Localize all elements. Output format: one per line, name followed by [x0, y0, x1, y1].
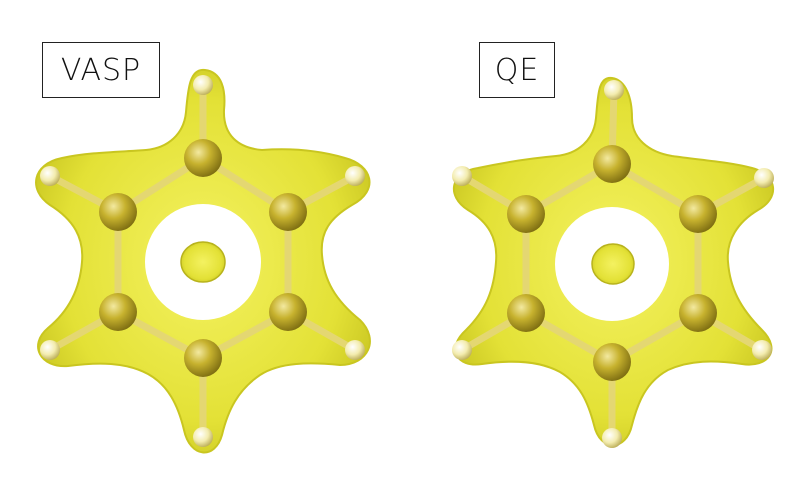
- qe-label: QE: [479, 42, 555, 98]
- vasp-hydrogen-atom: [345, 166, 365, 186]
- vasp-molecule: [35, 68, 371, 454]
- qe-carbon-atom: [679, 294, 717, 332]
- qe-carbon-atom: [507, 294, 545, 332]
- qe-carbon-atom: [507, 195, 545, 233]
- qe-hydrogen-atom: [452, 340, 472, 360]
- qe-carbon-atom: [593, 343, 631, 381]
- qe-hydrogen-atom: [604, 80, 624, 100]
- qe-hydrogen-atom: [752, 340, 772, 360]
- vasp-hydrogen-atom: [40, 166, 60, 186]
- vasp-hydrogen-atom: [40, 340, 60, 360]
- qe-hydrogen-atom: [602, 428, 622, 448]
- qe-molecule: [452, 76, 775, 448]
- qe-center-blob: [591, 243, 635, 285]
- vasp-hydrogen-atom: [193, 75, 213, 95]
- vasp-carbon-atom: [269, 293, 307, 331]
- qe-carbon-atom: [593, 145, 631, 183]
- vasp-label: VASP: [42, 42, 160, 98]
- vasp-hydrogen-atom: [193, 427, 213, 447]
- vasp-carbon-atom: [99, 193, 137, 231]
- qe-hydrogen-atom: [452, 166, 472, 186]
- vasp-carbon-atom: [99, 293, 137, 331]
- qe-carbon-atom: [679, 195, 717, 233]
- vasp-carbon-atom: [184, 339, 222, 377]
- vasp-center-blob: [180, 241, 226, 283]
- vasp-carbon-atom: [184, 139, 222, 177]
- vasp-carbon-atom: [269, 193, 307, 231]
- vasp-hydrogen-atom: [345, 340, 365, 360]
- qe-hydrogen-atom: [754, 168, 774, 188]
